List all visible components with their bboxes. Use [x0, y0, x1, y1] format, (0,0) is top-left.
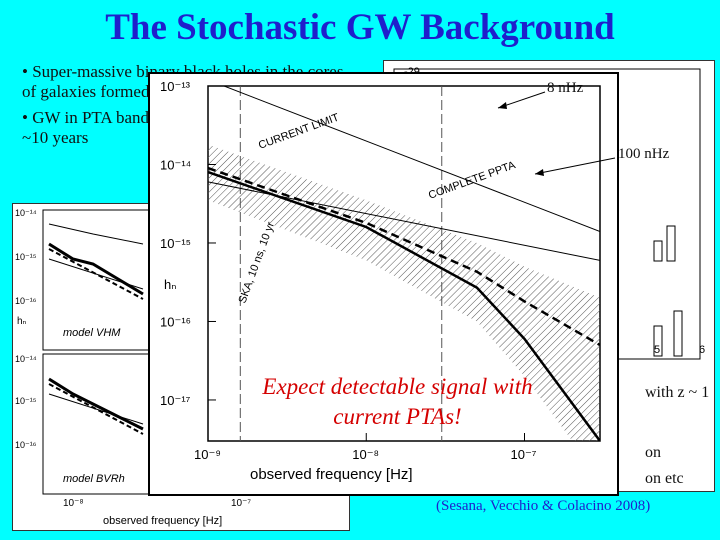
y-tick: 10⁻¹⁴: [15, 208, 37, 218]
y-tick-label: 10⁻¹⁵: [160, 236, 191, 251]
x-tick-label: 10⁻⁹: [194, 447, 221, 462]
x-tick: 10⁻⁷: [231, 498, 251, 509]
histogram-tick-bottom: 5: [654, 344, 660, 356]
series-line-2: [208, 166, 600, 347]
left-ylabel: hₙ: [17, 316, 27, 327]
plot-frame: [207, 85, 601, 442]
x-axis-label: observed frequency [Hz]: [250, 466, 413, 483]
y-tick-label: 10⁻¹³: [160, 79, 191, 94]
model-label-vhm: model VHM: [63, 327, 121, 339]
series-line-3: [208, 170, 600, 441]
strain-spectrum-plot: 10⁻¹³ 10⁻¹⁴ 10⁻¹⁵ 10⁻¹⁶ 10⁻¹⁷ 10⁻⁹ 10⁻⁸ 10⁻⁷ hₙ…: [148, 72, 619, 496]
y-axis-label: hₙ: [164, 277, 176, 292]
histogram-bar: [666, 225, 676, 262]
model-curve-thin: [48, 258, 144, 290]
line-label-current-limit: CURRENT LIMIT: [257, 111, 341, 151]
model-curve-dashed: [48, 248, 144, 300]
histogram-tick-bottom: 6: [699, 344, 705, 356]
callout-8nhz: 8 nHz: [547, 80, 584, 96]
model-label-bvrh: model BVRh: [63, 473, 125, 485]
histogram-bar: [653, 325, 663, 357]
series-line-0: [222, 86, 600, 232]
histogram-bar: [673, 310, 683, 357]
line-label-complete-ppta: COMPLETE PPTA: [427, 159, 518, 202]
y-tick-label: 10⁻¹⁶: [160, 314, 191, 329]
line-label-ska: SKA, 10 ns, 10 yr: [237, 220, 278, 305]
y-tick-label: 10⁻¹⁷: [160, 393, 191, 408]
y-tick: 10⁻¹⁶: [15, 296, 37, 306]
model-curve-thin: [48, 223, 144, 245]
model-curve-dashed: [48, 383, 144, 435]
detectable-signal-note: Expect detectable signal with current PT…: [262, 374, 533, 429]
right-note-1: with z ~ 1: [645, 384, 710, 401]
x-tick: 10⁻⁸: [63, 498, 84, 509]
x-tick-label: 10⁻⁸: [352, 447, 379, 462]
y-tick-label: 10⁻¹⁴: [160, 157, 191, 172]
model-curve: [48, 377, 144, 431]
model-curve: [48, 242, 144, 296]
uncertainty-band: [208, 144, 600, 441]
y-tick: 10⁻¹⁴: [15, 354, 37, 364]
y-tick: 10⁻¹⁶: [15, 440, 37, 450]
y-tick: 10⁻¹⁵: [15, 252, 37, 262]
model-curve-thin: [48, 393, 144, 425]
right-note-2: on: [645, 444, 661, 461]
callout-100nhz: 100 nHz: [618, 146, 670, 162]
slide-title: The Stochastic GW Background: [105, 7, 615, 48]
histogram-bar: [653, 240, 663, 262]
x-tick-label: 10⁻⁷: [510, 447, 536, 462]
strain-spectrum-svg: 10⁻¹³ 10⁻¹⁴ 10⁻¹⁵ 10⁻¹⁶ 10⁻¹⁷ 10⁻⁹ 10⁻⁸ 10⁻⁷ hₙ…: [160, 79, 601, 483]
left-xlabel: observed frequency [Hz]: [103, 515, 222, 527]
right-note-3: on etc: [645, 470, 684, 487]
citation: (Sesana, Vecchio & Colacino 2008): [436, 498, 651, 514]
y-tick: 10⁻¹⁵: [15, 396, 37, 406]
